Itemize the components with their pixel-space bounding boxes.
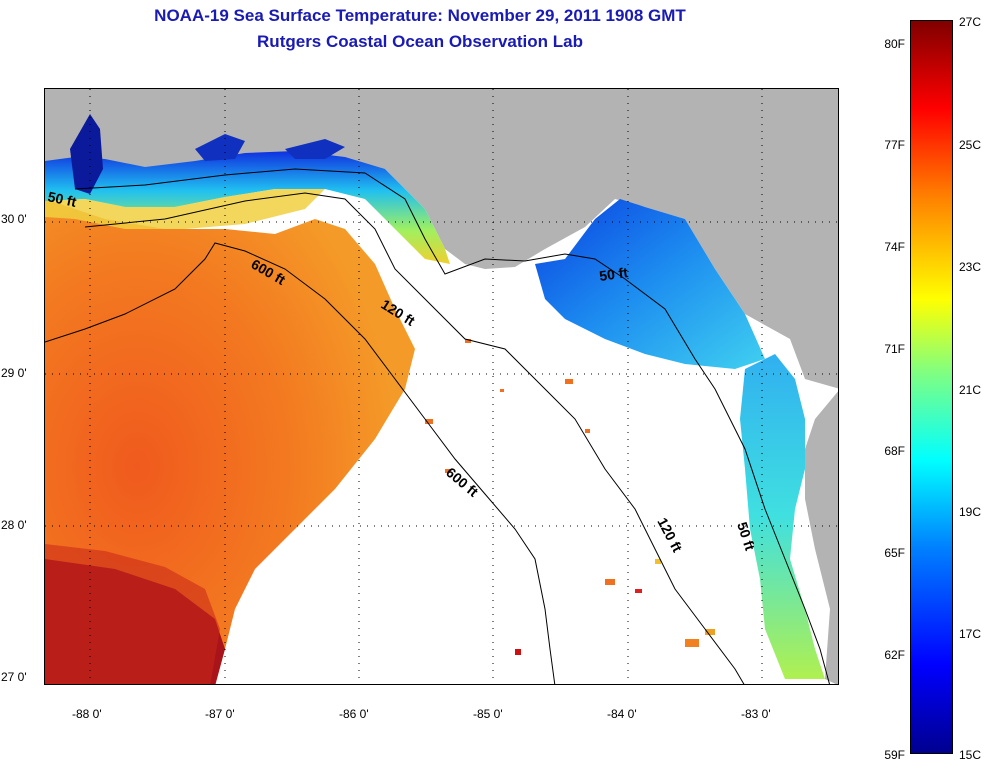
lon-label: -88 0' [72,707,102,721]
lat-label: 30 0' [1,212,27,226]
land-peninsula [805,391,838,684]
peninsula-water [740,354,825,679]
coastal-band [45,151,450,264]
mobile-bay [70,114,103,194]
map-title: NOAA-19 Sea Surface Temperature: Novembe… [154,6,686,25]
map-subtitle: Rutgers Coastal Ocean Observation Lab [257,32,583,51]
lon-label: -83 0' [741,707,771,721]
colorbar-f-label: 68F [884,444,905,458]
sst-map-canvas: 50 ft 600 ft 120 ft 50 ft 600 ft 120 ft … [45,89,838,684]
lat-label: 29 0' [1,366,27,380]
colorbar-f-label: 59F [884,748,905,762]
graticule [45,89,838,684]
lon-label: -85 0' [473,707,503,721]
big-bend-water [535,199,765,369]
lon-label: -87 0' [205,707,235,721]
colorbar-f-label: 80F [884,37,905,51]
scatter-pixels [425,339,715,655]
lon-label: -84 0' [607,707,637,721]
isobath-label: 50 ft [46,188,78,210]
bay-inlet-2 [285,139,345,159]
temperature-colorbar [910,20,953,754]
colorbar-c-label: 17C [959,627,982,641]
lat-label: 28 0' [1,518,27,532]
hot-water-edge [45,544,220,684]
colorbar-f-label: 71F [884,342,905,356]
colorbar-f-label: 77F [884,138,905,152]
colorbar-c-label: 27C [959,15,982,29]
yellow-band [45,189,325,229]
colorbar-c-label: 25C [959,138,982,152]
lat-label: 27 0' [1,670,27,684]
lon-label: -86 0' [339,707,369,721]
isobath-label: 50 ft [598,264,629,284]
isobath-600-ft [45,242,556,684]
isobath-120-ft [84,192,745,684]
colorbar-c-label: 21C [959,383,982,397]
colorbar-f-label: 62F [884,648,905,662]
colorbar-f-label: 65F [884,546,905,560]
sst-map: 50 ft 600 ft 120 ft 50 ft 600 ft 120 ft … [44,88,839,685]
colorbar-c-label: 15C [959,748,982,762]
isobath-50-ft [74,168,830,684]
colorbar-f-label: 74F [884,240,905,254]
colorbar-c-label: 19C [959,505,982,519]
colorbar-c-label: 23C [959,260,982,274]
bay-inlet [195,134,245,161]
land-north [45,89,838,389]
